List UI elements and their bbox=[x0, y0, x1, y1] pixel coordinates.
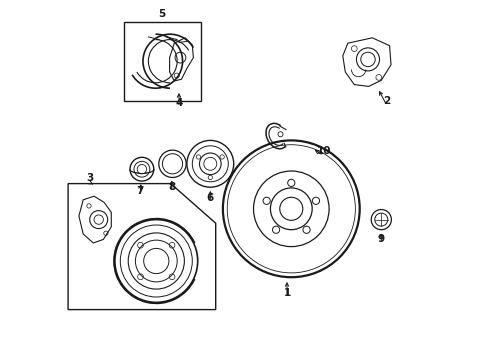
Text: 2: 2 bbox=[382, 96, 389, 106]
Bar bbox=[123, 22, 201, 101]
Text: 3: 3 bbox=[86, 173, 93, 183]
Text: 7: 7 bbox=[136, 186, 143, 196]
Text: 5: 5 bbox=[158, 9, 165, 19]
Text: 8: 8 bbox=[168, 182, 175, 192]
Text: 10: 10 bbox=[316, 146, 330, 156]
Text: 6: 6 bbox=[206, 193, 213, 203]
Text: 4: 4 bbox=[175, 98, 183, 108]
Text: 9: 9 bbox=[377, 234, 384, 244]
Text: 1: 1 bbox=[283, 288, 290, 298]
